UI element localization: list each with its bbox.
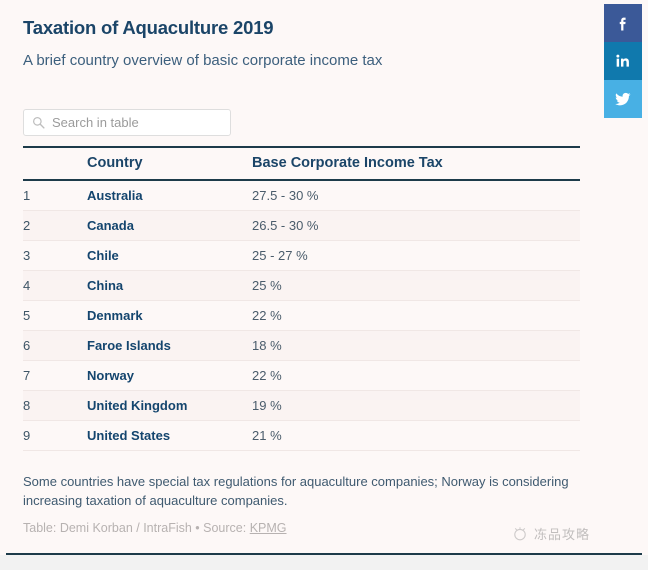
row-tax: 27.5 - 30 %	[252, 180, 580, 211]
row-index: 3	[23, 240, 87, 271]
source-prefix: Table: Demi Korban / IntraFish • Source:	[23, 521, 250, 535]
twitter-icon	[613, 89, 633, 109]
table-row: 3 Chile 25 - 27 %	[23, 240, 580, 271]
row-index: 4	[23, 270, 87, 301]
row-country: Canada	[87, 210, 252, 241]
row-index: 7	[23, 360, 87, 391]
share-linkedin-button[interactable]	[604, 42, 642, 80]
table-row: 7 Norway 22 %	[23, 360, 580, 391]
row-tax: 26.5 - 30 %	[252, 210, 580, 241]
bottom-strip	[0, 555, 648, 570]
row-country: Denmark	[87, 300, 252, 331]
search-box[interactable]	[23, 109, 231, 136]
row-index: 5	[23, 300, 87, 331]
table-source: Table: Demi Korban / IntraFish • Source:…	[23, 521, 287, 535]
tax-table: Country Base Corporate Income Tax 1 Aust…	[23, 146, 580, 451]
circle-logo-icon	[512, 526, 528, 542]
table-note: Some countries have special tax regulati…	[23, 474, 569, 508]
table-row: 1 Australia 27.5 - 30 %	[23, 180, 580, 211]
table-header-row: Country Base Corporate Income Tax	[23, 146, 580, 181]
row-country: Chile	[87, 240, 252, 271]
table-body: 1 Australia 27.5 - 30 % 2 Canada 26.5 - …	[23, 180, 580, 451]
linkedin-icon	[613, 51, 633, 71]
row-tax: 22 %	[252, 300, 580, 331]
row-country: Norway	[87, 360, 252, 391]
column-header-index	[23, 146, 87, 181]
table-row: 9 United States 21 %	[23, 420, 580, 451]
table-row: 6 Faroe Islands 18 %	[23, 330, 580, 361]
row-tax: 25 %	[252, 270, 580, 301]
row-country: United States	[87, 420, 252, 451]
table-row: 2 Canada 26.5 - 30 %	[23, 210, 580, 241]
row-index: 8	[23, 390, 87, 421]
row-tax: 22 %	[252, 360, 580, 391]
row-country: Australia	[87, 180, 252, 211]
row-country: Faroe Islands	[87, 330, 252, 361]
column-header-country: Country	[87, 146, 252, 181]
row-index: 9	[23, 420, 87, 451]
share-twitter-button[interactable]	[604, 80, 642, 118]
facebook-icon	[613, 13, 633, 33]
page-title: Taxation of Aquaculture 2019	[23, 17, 274, 38]
share-facebook-button[interactable]	[604, 4, 642, 42]
article-content: Taxation of Aquaculture 2019 A brief cou…	[23, 17, 590, 543]
row-index: 6	[23, 330, 87, 361]
watermark: 冻品攻略	[512, 524, 590, 543]
search-input[interactable]	[52, 115, 222, 130]
row-country: United Kingdom	[87, 390, 252, 421]
row-tax: 19 %	[252, 390, 580, 421]
watermark-text: 冻品攻略	[534, 527, 591, 542]
row-index: 2	[23, 210, 87, 241]
row-tax: 21 %	[252, 420, 580, 451]
table-row: 5 Denmark 22 %	[23, 300, 580, 331]
row-tax: 25 - 27 %	[252, 240, 580, 271]
row-tax: 18 %	[252, 330, 580, 361]
column-header-tax: Base Corporate Income Tax	[252, 146, 580, 181]
table-row: 8 United Kingdom 19 %	[23, 390, 580, 421]
row-country: China	[87, 270, 252, 301]
social-share-rail	[604, 4, 642, 118]
source-link-kpmg[interactable]: KPMG	[249, 521, 287, 535]
table-row: 4 China 25 %	[23, 270, 580, 301]
bottom-divider	[6, 553, 642, 555]
page-subtitle: A brief country overview of basic corpor…	[23, 52, 383, 69]
row-index: 1	[23, 180, 87, 211]
search-icon	[32, 116, 45, 129]
